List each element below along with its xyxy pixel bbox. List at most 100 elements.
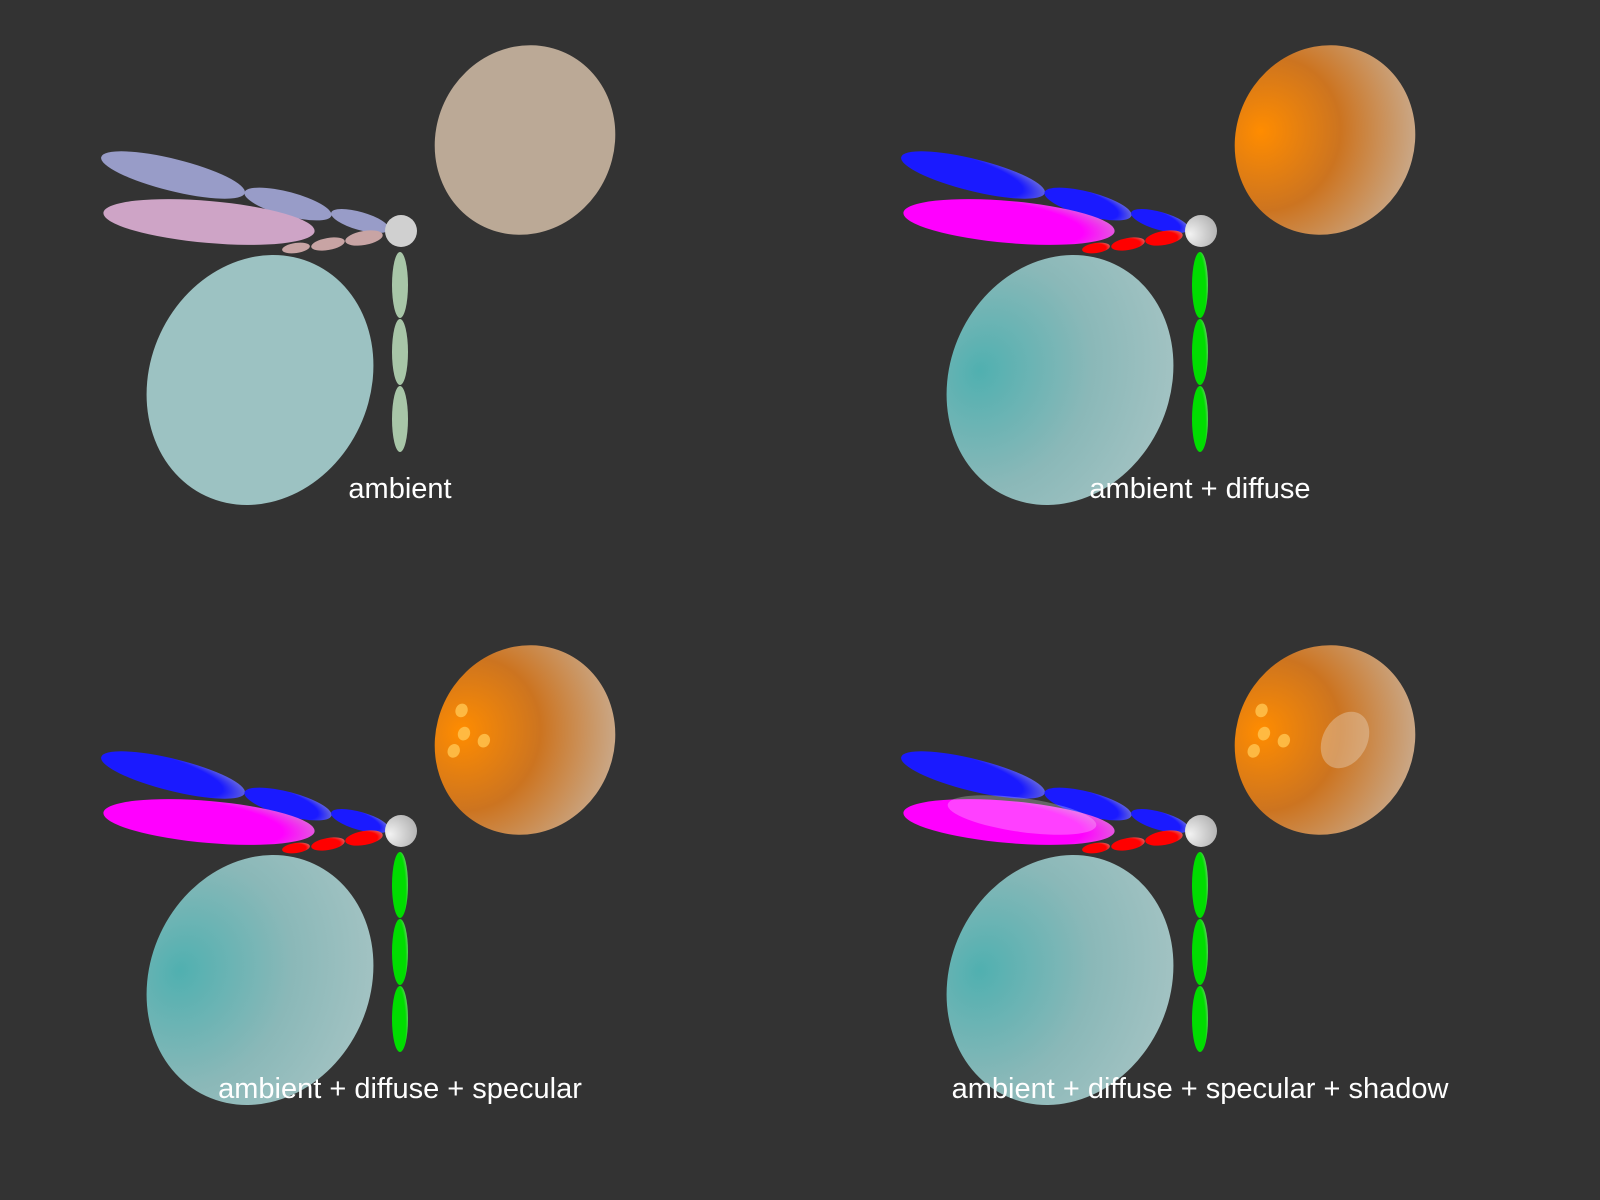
green-ellipsoid	[1192, 919, 1208, 985]
blue-ellipsoid	[1044, 187, 1132, 221]
panel-ambient-diffuse: ambient + diffuse	[800, 0, 1600, 600]
white-sphere	[1185, 815, 1217, 847]
orange-ellipsoid-surface	[1234, 645, 1416, 835]
green-ellipsoid	[392, 252, 408, 318]
blue-ellipsoid-surface	[901, 751, 1045, 799]
orange-ellipsoid	[1234, 45, 1416, 235]
blue-ellipsoid	[1044, 787, 1132, 821]
orange-ellipsoid	[434, 645, 616, 835]
white-sphere-surface	[385, 815, 417, 847]
red-ellipsoid	[345, 230, 383, 246]
panel-ambient: ambient	[0, 0, 800, 600]
red-ellipsoid	[1111, 237, 1145, 251]
blue-ellipsoid	[101, 751, 245, 799]
blue-ellipsoid-surface	[244, 787, 332, 821]
magenta-ellipsoid	[103, 799, 315, 845]
blue-ellipsoid-surface	[101, 151, 245, 199]
red-ellipsoid-surface	[311, 837, 345, 851]
red-ellipsoid	[1111, 837, 1145, 851]
red-ellipsoid	[282, 842, 310, 854]
red-ellipsoid-surface	[345, 230, 383, 246]
white-sphere-surface	[1185, 215, 1217, 247]
red-ellipsoid	[1145, 230, 1183, 246]
magenta-ellipsoid-surface	[103, 199, 315, 245]
blue-ellipsoid	[901, 151, 1045, 199]
green-ellipsoid-surface	[1192, 386, 1208, 452]
scene-render	[101, 45, 616, 505]
green-ellipsoid-surface	[392, 252, 408, 318]
red-ellipsoid	[1145, 830, 1183, 846]
green-ellipsoid	[392, 919, 408, 985]
red-ellipsoid-surface	[1111, 237, 1145, 251]
blue-ellipsoid	[1131, 209, 1189, 233]
panel-ambient-diffuse-specular: ambient + diffuse + specular	[0, 600, 800, 1200]
green-ellipsoid	[1192, 386, 1208, 452]
red-ellipsoid	[345, 830, 383, 846]
green-ellipsoid	[392, 319, 408, 385]
blue-ellipsoid	[331, 209, 389, 233]
green-ellipsoid	[1192, 986, 1208, 1052]
orange-ellipsoid-surface	[1234, 45, 1416, 235]
green-ellipsoid	[1192, 319, 1208, 385]
magenta-ellipsoid-surface	[103, 799, 315, 845]
shadow-overlay	[1320, 711, 1370, 769]
blue-ellipsoid-surface	[331, 209, 389, 233]
blue-ellipsoid	[901, 751, 1045, 799]
scene-render	[901, 45, 1416, 505]
magenta-ellipsoid	[903, 799, 1115, 845]
blue-ellipsoid-surface	[1044, 187, 1132, 221]
magenta-ellipsoid	[903, 199, 1115, 245]
scene-render	[101, 645, 616, 1105]
cyan-ellipsoid	[946, 855, 1174, 1105]
blue-ellipsoid-surface	[244, 187, 332, 221]
specular-highlight	[1277, 733, 1291, 748]
green-ellipsoid	[392, 986, 408, 1052]
magenta-ellipsoid-surface	[903, 799, 1115, 845]
white-sphere	[1185, 215, 1217, 247]
magenta-ellipsoid	[103, 199, 315, 245]
white-sphere-surface	[1185, 815, 1217, 847]
red-ellipsoid-surface	[1145, 230, 1183, 246]
blue-ellipsoid	[244, 187, 332, 221]
orange-ellipsoid-surface	[434, 645, 616, 835]
orange-ellipsoid	[1234, 645, 1416, 835]
blue-ellipsoid	[331, 809, 389, 833]
cyan-ellipsoid-surface	[946, 255, 1174, 505]
cyan-ellipsoid	[146, 855, 374, 1105]
green-ellipsoid	[392, 386, 408, 452]
green-ellipsoid-surface	[1192, 252, 1208, 318]
red-ellipsoid	[282, 242, 310, 254]
specular-highlight	[1247, 744, 1260, 758]
red-ellipsoid-surface	[282, 242, 310, 254]
cyan-ellipsoid	[146, 255, 374, 505]
red-ellipsoid	[311, 837, 345, 851]
green-ellipsoid-surface	[1192, 919, 1208, 985]
green-ellipsoid	[1192, 852, 1208, 918]
red-ellipsoid-surface	[311, 237, 345, 251]
white-sphere	[385, 215, 417, 247]
green-ellipsoid	[392, 852, 408, 918]
specular-highlight	[447, 744, 460, 758]
blue-ellipsoid-surface	[901, 151, 1045, 199]
blue-ellipsoid-surface	[101, 751, 245, 799]
red-ellipsoid-surface	[282, 842, 310, 854]
green-ellipsoid-surface	[392, 852, 408, 918]
red-ellipsoid	[1082, 242, 1110, 254]
red-ellipsoid	[1082, 842, 1110, 854]
panel-caption: ambient + diffuse + specular + shadow	[951, 1073, 1449, 1105]
green-ellipsoid	[1192, 252, 1208, 318]
orange-ellipsoid	[434, 45, 616, 235]
panel-caption: ambient	[348, 473, 452, 505]
blue-ellipsoid-surface	[1044, 787, 1132, 821]
green-ellipsoid-surface	[392, 986, 408, 1052]
blue-ellipsoid	[244, 787, 332, 821]
green-ellipsoid-surface	[1192, 852, 1208, 918]
green-ellipsoid-surface	[1192, 986, 1208, 1052]
specular-highlight	[477, 733, 491, 748]
specular-highlight	[455, 703, 468, 718]
blue-ellipsoid	[1131, 809, 1189, 833]
cyan-ellipsoid-surface	[146, 855, 374, 1105]
specular-highlight	[1257, 726, 1271, 741]
green-ellipsoid-surface	[392, 319, 408, 385]
